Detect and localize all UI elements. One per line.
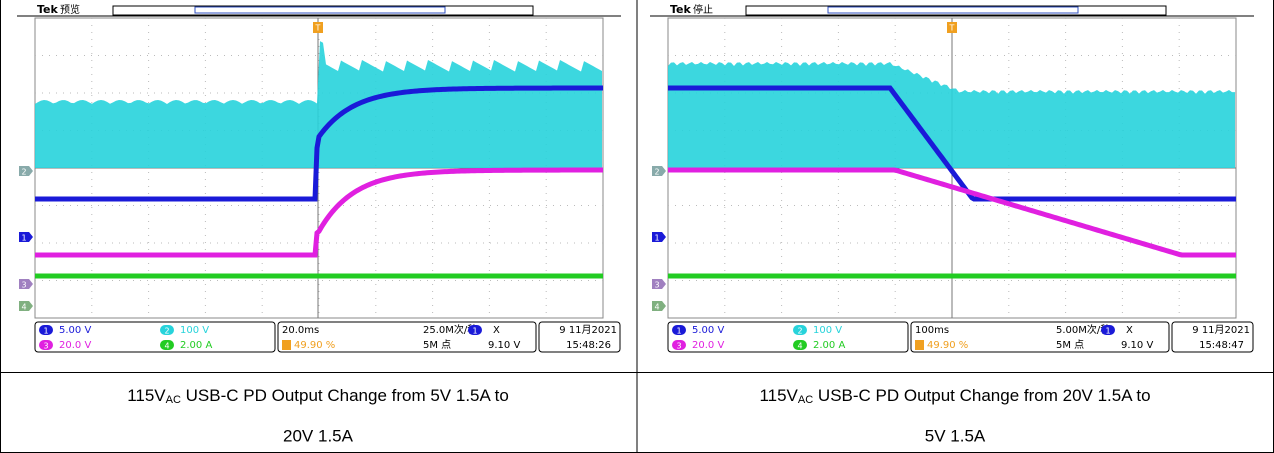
trigger-icon <box>282 340 291 350</box>
trigger-level: 49.90 % <box>294 340 335 351</box>
channel-scale: 2.00 A <box>813 340 845 351</box>
caption-subscript: AC <box>166 394 181 406</box>
status-label: 停止 <box>693 3 713 16</box>
trigger-marker: T <box>949 24 955 33</box>
channel-scale: 100 V <box>813 325 842 336</box>
cursor-value: 9.10 V <box>488 340 520 351</box>
record-window <box>828 7 1078 13</box>
brand-label: Tek <box>670 3 692 16</box>
time: 15:48:47 <box>1199 340 1244 351</box>
trigger-level: 49.90 % <box>927 340 968 351</box>
channel-scale: 20.0 V <box>692 340 724 351</box>
caption-subscript: AC <box>798 394 813 406</box>
channel-marker: 4 <box>654 303 659 312</box>
date: 9 11月2021 <box>1192 324 1250 336</box>
channel-marker: 2 <box>21 168 26 177</box>
cursor-label: X <box>493 325 500 336</box>
channel-number: 3 <box>43 342 48 351</box>
caption-line: 5V 1.5A <box>925 426 986 445</box>
brand-label: Tek <box>37 3 59 16</box>
channel-marker: 1 <box>21 234 26 243</box>
cursor-label: X <box>1126 325 1133 336</box>
date: 9 11月2021 <box>559 324 617 336</box>
cursor-value: 9.10 V <box>1121 340 1153 351</box>
cursor-channel: 1 <box>1105 327 1110 336</box>
channel-number: 4 <box>797 342 802 351</box>
caption-line: 115VAC USB-C PD Output Change from 5V 1.… <box>127 386 509 405</box>
record-window <box>195 7 445 13</box>
channel-scale: 5.00 V <box>59 325 91 336</box>
record-length: 5M 点 <box>423 339 451 351</box>
status-label: 预览 <box>60 3 80 16</box>
trigger-marker: T <box>315 24 321 33</box>
channel-marker: 3 <box>654 281 659 290</box>
channel-scale: 5.00 V <box>692 325 724 336</box>
trigger-icon <box>915 340 924 350</box>
page: 115VAC USB-C PD Output Change from 5V 1.… <box>0 0 1274 453</box>
caption-text: 115V <box>127 386 166 405</box>
channel-number: 1 <box>676 327 681 336</box>
record-length: 5M 点 <box>1056 339 1084 351</box>
caption-line: 115VAC USB-C PD Output Change from 20V 1… <box>759 386 1150 405</box>
channel-number: 2 <box>797 327 802 336</box>
caption-text: USB-C PD Output Change from 5V 1.5A to <box>181 386 509 405</box>
caption-text: 115V <box>759 386 798 405</box>
channel-number: 4 <box>164 342 169 351</box>
channel-marker: 4 <box>21 303 26 312</box>
channel-scale: 2.00 A <box>180 340 212 351</box>
cursor-channel: 1 <box>472 327 477 336</box>
channel-marker: 2 <box>654 168 659 177</box>
channel-number: 3 <box>676 342 681 351</box>
timebase: 20.0ms <box>282 325 319 336</box>
channel-scale: 100 V <box>180 325 209 336</box>
channel-number: 2 <box>164 327 169 336</box>
time: 15:48:26 <box>566 340 611 351</box>
channel-number: 1 <box>43 327 48 336</box>
caption-line: 20V 1.5A <box>283 426 354 445</box>
channel-marker: 3 <box>21 281 26 290</box>
channel-marker: 1 <box>654 234 659 243</box>
timebase: 100ms <box>915 325 949 336</box>
caption-text: USB-C PD Output Change from 20V 1.5A to <box>813 386 1150 405</box>
channel-scale: 20.0 V <box>59 340 91 351</box>
